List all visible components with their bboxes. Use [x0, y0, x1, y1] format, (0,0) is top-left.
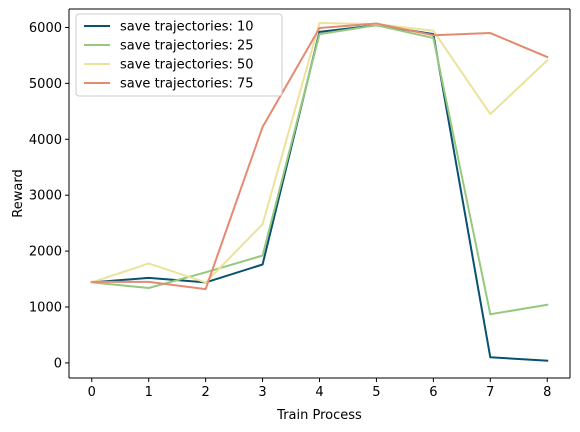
x-tick-label: 0: [88, 385, 96, 400]
x-tick-label: 5: [372, 385, 380, 400]
x-tick-label: 8: [543, 385, 551, 400]
legend: save trajectories: 10 save trajectories: …: [75, 13, 283, 97]
y-tick-label: 4000: [29, 133, 62, 148]
axes-layer: 0 1 2 3 4 5 6 7 8 0 1000 2000 3000 4000 5000 6000: [29, 8, 571, 400]
x-tick-label: 4: [315, 385, 323, 400]
y-tick-label: 6000: [29, 21, 62, 36]
series-line-3: [90, 21, 549, 284]
x-tick-label: 1: [145, 385, 153, 400]
x-tick-label: 3: [258, 385, 266, 400]
legend-label-4: save trajectories: 75: [120, 77, 254, 92]
y-tick-label: 3000: [29, 189, 62, 204]
legend-label-3: save trajectories: 50: [120, 58, 254, 73]
y-tick-label: 5000: [29, 77, 62, 92]
series-line-2: [90, 24, 549, 316]
x-axis-label: Train Process: [276, 408, 362, 423]
y-tick-label: 0: [54, 356, 62, 371]
x-tick-label: 2: [201, 385, 209, 400]
x-tick-label: 7: [486, 385, 494, 400]
series-line-1: [90, 24, 549, 362]
y-tick-label: 1000: [29, 300, 62, 315]
y-tick-label: 2000: [29, 245, 62, 260]
series-line-4: [90, 22, 549, 291]
y-axis-label: Reward: [11, 169, 26, 217]
legend-label-2: save trajectories: 25: [120, 39, 254, 54]
legend-box: [75, 13, 283, 97]
legend-label-1: save trajectories: 10: [120, 20, 254, 35]
series-layer: [90, 21, 549, 362]
x-tick-label: 6: [429, 385, 437, 400]
